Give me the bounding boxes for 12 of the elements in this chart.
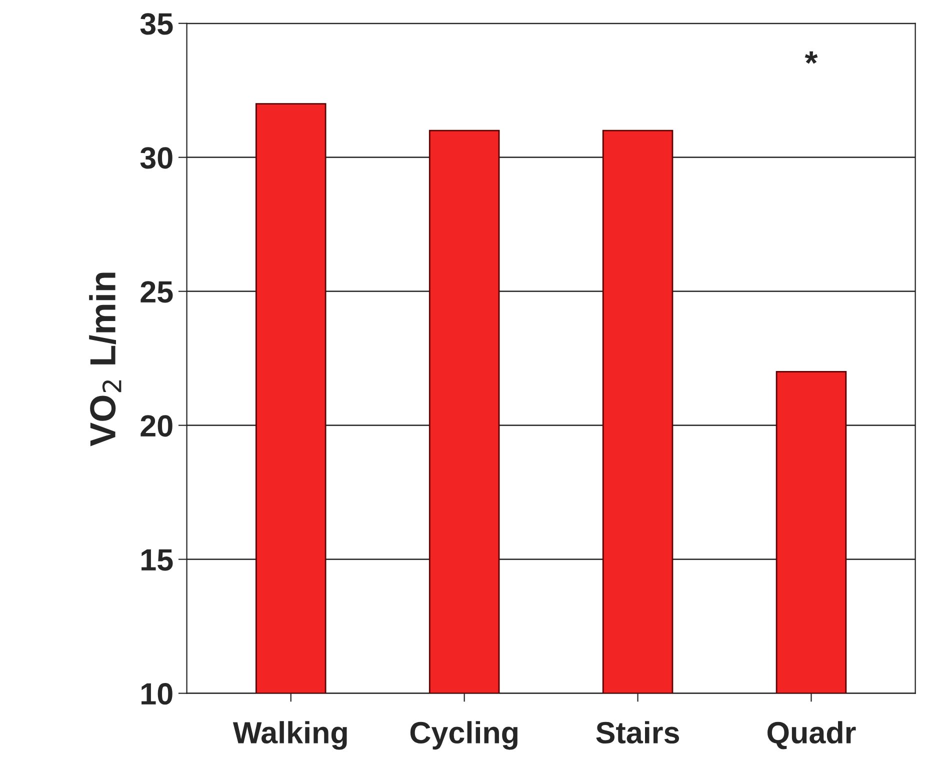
annotation: * xyxy=(804,51,818,64)
y-tick-label: 10 xyxy=(142,683,172,705)
x-tick-label: Walking xyxy=(232,721,347,750)
y-tick-label: 20 xyxy=(140,415,172,437)
x-tick-label: Stairs xyxy=(596,721,679,744)
y-tick-label: 30 xyxy=(140,147,172,169)
y-tick-label: 35 xyxy=(140,13,173,35)
y-tick-label: 25 xyxy=(140,281,173,303)
y-axis-title: VO$_{2}$ L/min xyxy=(89,272,122,446)
x-tick-label: Quadr xyxy=(768,721,856,750)
x-tick-label: Cycling xyxy=(410,721,518,750)
y-tick-label: 15 xyxy=(142,549,173,571)
